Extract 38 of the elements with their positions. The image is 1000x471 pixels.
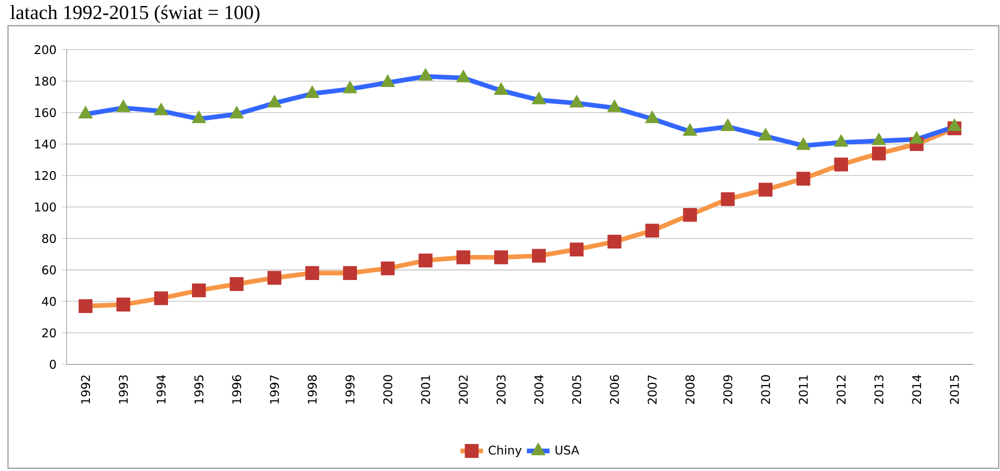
x-tick-label: 2005 <box>572 375 582 404</box>
y-tick-label: 120 <box>35 171 56 180</box>
x-tick-label: 2007 <box>648 375 657 404</box>
x-tick-label: 2015 <box>950 375 959 404</box>
legend-label: USA <box>556 446 580 455</box>
x-tick-label: 2001 <box>421 375 430 404</box>
x-tick-label: 2002 <box>458 376 468 404</box>
x-tick-label: 2000 <box>383 375 392 404</box>
x-tick-label: 2010 <box>761 375 770 404</box>
x-tick-label: 1997 <box>270 375 279 404</box>
x-tick-label: 1992 <box>81 376 90 404</box>
y-tick-label: 140 <box>35 140 56 149</box>
x-tick-label: 2004 <box>534 375 544 404</box>
y-tick-label: 80 <box>42 234 56 243</box>
x-tick-label: 1993 <box>118 375 128 404</box>
y-tick-label: 180 <box>35 76 56 86</box>
chart-title: latach 1992-2015 (świat = 100) <box>10 5 260 24</box>
x-tick-label: 2008 <box>685 375 695 404</box>
y-tick-label: 60 <box>42 265 56 274</box>
x-tick-label: 2014 <box>912 375 922 404</box>
x-tick-label: 2011 <box>798 375 808 404</box>
y-tick-label: 40 <box>42 296 56 306</box>
x-tick-label: 1994 <box>156 375 166 404</box>
y-tick-label: 0 <box>50 360 56 369</box>
x-tick-label: 2003 <box>496 375 506 404</box>
x-tick-label: 1995 <box>194 375 204 404</box>
x-tick-label: 2013 <box>874 375 884 404</box>
y-tick-label: 160 <box>35 108 56 118</box>
legend-label: Chiny <box>488 445 522 457</box>
x-tick-label: 2012 <box>836 376 846 404</box>
x-tick-label: 2009 <box>723 375 732 404</box>
y-tick-label: 200 <box>34 45 56 54</box>
y-tick-label: 20 <box>42 328 56 338</box>
x-tick-label: 1996 <box>232 375 242 404</box>
x-tick-label: 1998 <box>308 375 317 404</box>
y-tick-label: 100 <box>35 202 56 212</box>
x-tick-label: 1999 <box>345 375 355 404</box>
x-tick-label: 2006 <box>610 375 619 404</box>
